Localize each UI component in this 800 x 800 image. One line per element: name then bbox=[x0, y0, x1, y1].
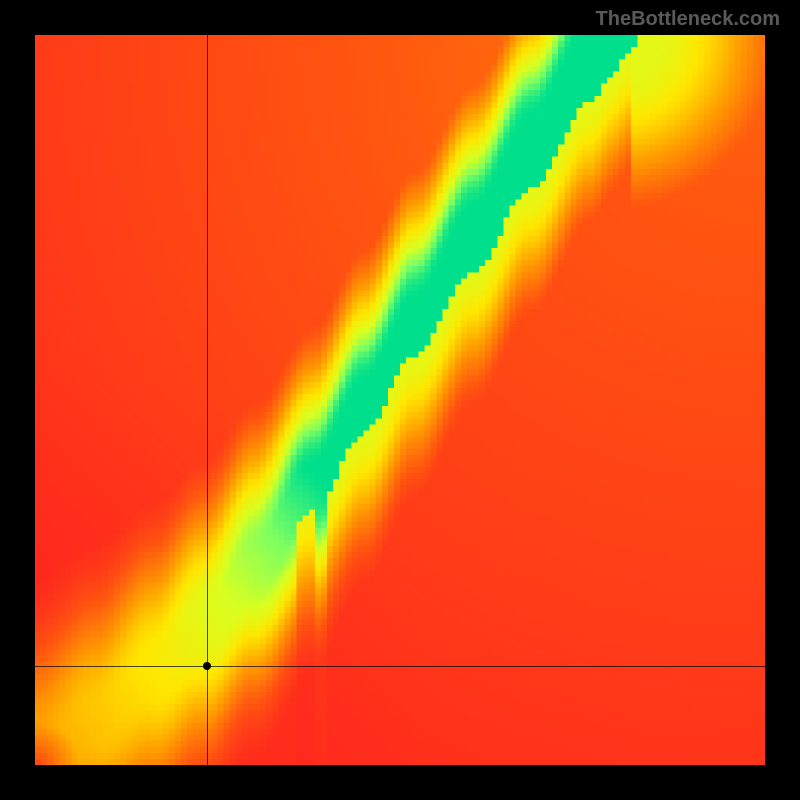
crosshair-horizontal bbox=[35, 666, 765, 667]
marker-dot bbox=[203, 662, 211, 670]
watermark-text: TheBottleneck.com bbox=[596, 8, 780, 31]
crosshair-vertical bbox=[207, 35, 208, 765]
heatmap-plot bbox=[35, 35, 765, 765]
heatmap-canvas bbox=[35, 35, 765, 765]
